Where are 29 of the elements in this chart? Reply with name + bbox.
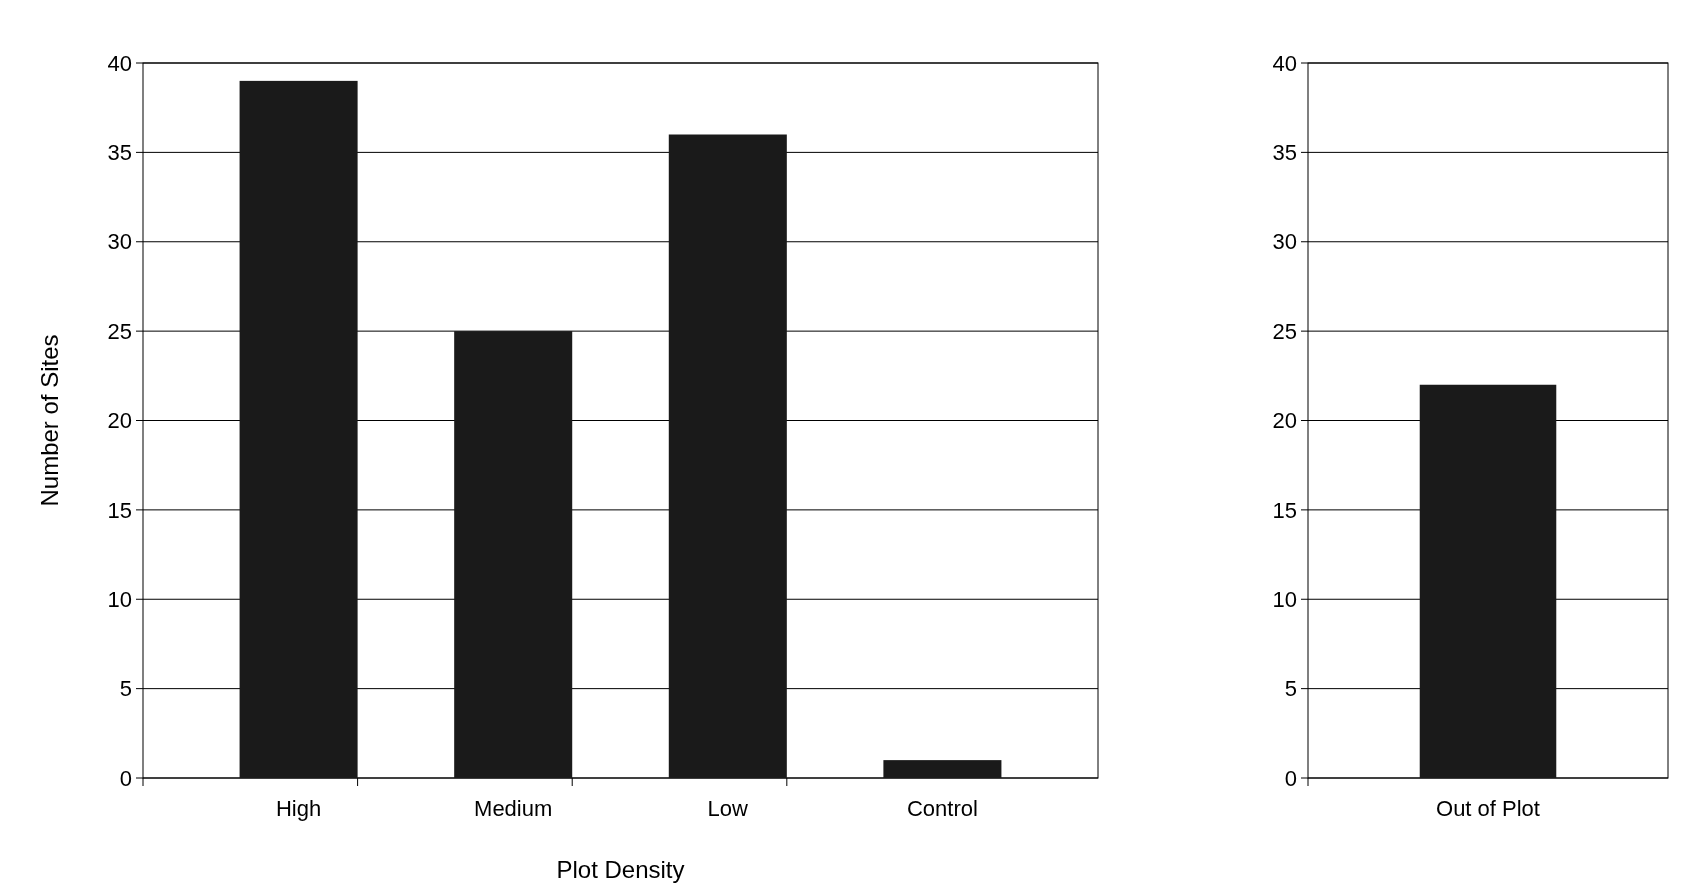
bar [239, 80, 358, 778]
x-tick-label: Control [906, 796, 978, 821]
bar [454, 331, 573, 778]
y-tick-label: 20 [1272, 408, 1297, 434]
y-tick-label: 0 [1284, 765, 1297, 791]
y-tick-label: 30 [1272, 229, 1297, 255]
x-tick-label: Medium [474, 796, 553, 821]
x-axis-title: Plot Density [556, 856, 685, 883]
y-tick-label: 20 [107, 408, 132, 434]
y-tick-label: 40 [1272, 50, 1297, 76]
bar [883, 760, 1002, 778]
y-axis-title: Number of Sites [36, 334, 63, 507]
y-tick-label: 15 [1272, 497, 1297, 523]
y-tick-label: 25 [107, 318, 132, 344]
y-tick-label: 15 [107, 497, 132, 523]
y-tick-label: 5 [1284, 676, 1297, 702]
y-tick-label: 10 [107, 586, 132, 612]
x-tick-label: Low [707, 796, 749, 821]
y-tick-label: 0 [119, 765, 132, 791]
y-tick-label: 35 [107, 140, 132, 166]
y-tick-label: 25 [1272, 318, 1297, 344]
x-tick-label: Out of Plot [1436, 796, 1540, 821]
bar [668, 134, 787, 778]
y-tick-label: 5 [119, 676, 132, 702]
y-tick-label: 40 [107, 50, 132, 76]
x-tick-label: High [275, 796, 322, 821]
y-tick-label: 35 [1272, 140, 1297, 166]
y-tick-label: 30 [107, 229, 132, 255]
y-tick-label: 10 [1272, 586, 1297, 612]
